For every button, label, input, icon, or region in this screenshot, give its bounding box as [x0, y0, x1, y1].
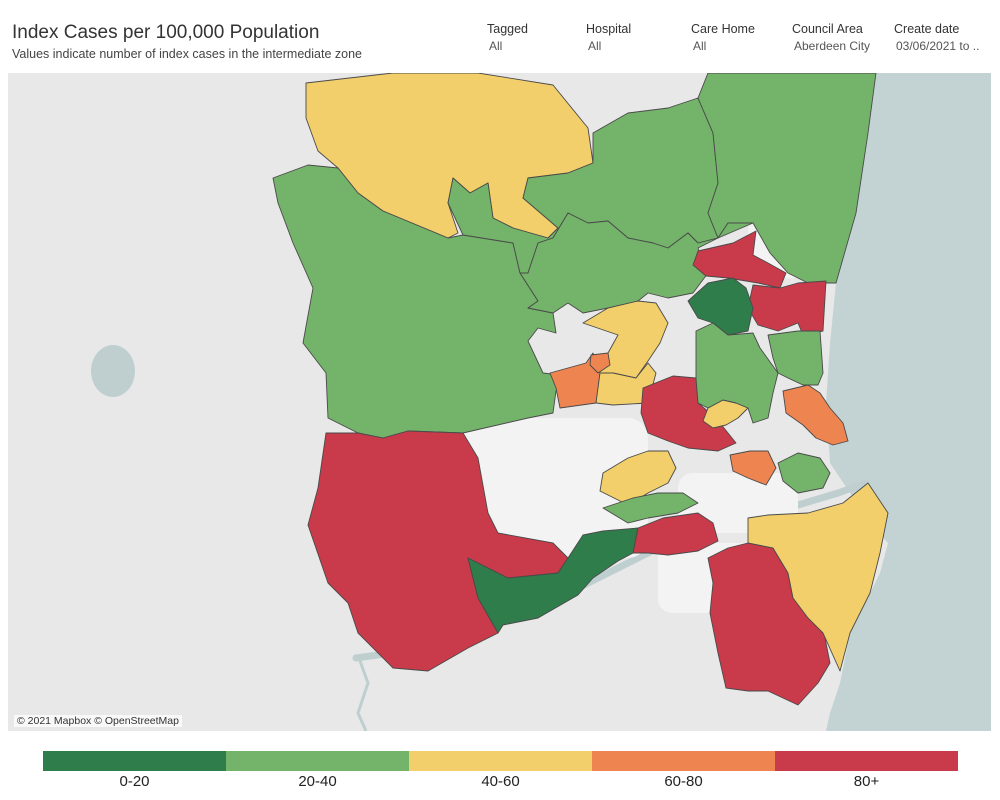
legend-label-20-40: 20-40 — [298, 773, 337, 790]
legend-swatch-40-60 — [409, 751, 592, 771]
filter-council-area[interactable]: Council Area Aberdeen City — [792, 22, 870, 53]
map-attribution: © 2021 Mapbox © OpenStreetMap — [14, 715, 182, 727]
map-zone[interactable] — [589, 352, 611, 374]
filter-care-home-label: Care Home — [691, 22, 755, 36]
legend-label-40-60: 40-60 — [481, 773, 520, 790]
map-zone[interactable] — [729, 450, 777, 486]
map-zone[interactable] — [777, 452, 831, 494]
map-river-lower — [356, 660, 370, 731]
map-zone[interactable] — [467, 527, 639, 634]
choropleth-map[interactable]: © 2021 Mapbox © OpenStreetMap — [8, 73, 991, 731]
filter-council-area-value[interactable]: Aberdeen City — [794, 39, 871, 53]
map-canvas[interactable] — [8, 73, 991, 731]
page-title: Index Cases per 100,000 Population — [12, 22, 320, 43]
filter-hospital-label: Hospital — [586, 22, 632, 36]
filter-council-area-label: Council Area — [792, 22, 863, 36]
map-zone[interactable] — [697, 73, 877, 284]
legend-swatch-0-20 — [43, 751, 226, 771]
legend-label-0-20: 0-20 — [119, 773, 150, 790]
legend-label-80-plus: 80+ — [853, 773, 880, 790]
map-zone[interactable] — [595, 362, 657, 406]
map-zone[interactable] — [747, 482, 889, 672]
intermediate-zones[interactable] — [272, 73, 889, 706]
page-subtitle: Values indicate number of index cases in… — [12, 47, 362, 61]
map-zone[interactable] — [602, 492, 699, 524]
legend-swatch-60-80 — [592, 751, 775, 771]
filter-create-date-value[interactable]: 03/06/2021 to .. — [896, 39, 980, 53]
map-zone[interactable] — [782, 384, 849, 446]
filter-care-home[interactable]: Care Home All — [691, 22, 755, 53]
filter-tagged[interactable]: Tagged All — [487, 22, 528, 53]
map-zone[interactable] — [687, 277, 754, 336]
map-zone[interactable] — [767, 330, 824, 386]
map-sea — [826, 73, 991, 731]
filter-hospital[interactable]: Hospital All — [586, 22, 631, 53]
map-zone[interactable] — [640, 375, 737, 452]
legend-label-60-80: 60-80 — [664, 773, 703, 790]
map-zone[interactable] — [695, 322, 779, 424]
filter-hospital-value[interactable]: All — [588, 39, 602, 53]
legend-swatch-80-plus — [775, 751, 958, 771]
filter-care-home-value[interactable]: All — [693, 39, 707, 53]
map-zone[interactable] — [692, 230, 787, 289]
map-zone[interactable] — [632, 512, 719, 556]
color-legend — [43, 751, 958, 771]
filter-tagged-value[interactable]: All — [489, 39, 503, 53]
legend-labels: 0-20 20-40 40-60 60-80 80+ — [43, 773, 958, 790]
legend-swatch-20-40 — [226, 751, 409, 771]
loch — [91, 345, 135, 397]
filter-tagged-label: Tagged — [487, 22, 529, 36]
filter-create-date-label: Create date — [894, 22, 960, 36]
map-zone[interactable] — [599, 450, 677, 506]
filter-create-date[interactable]: Create date 03/06/2021 to .. — [894, 22, 979, 53]
